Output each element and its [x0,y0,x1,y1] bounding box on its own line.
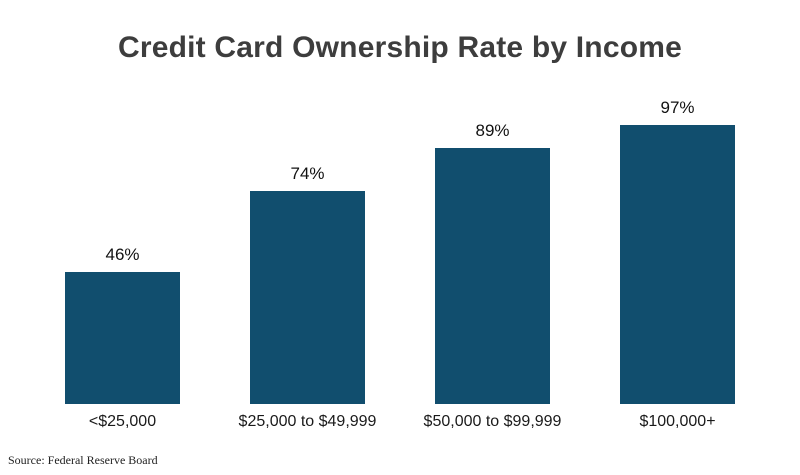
bar [65,271,180,404]
bar-value-label: 97% [660,97,695,117]
bar-value-label: 46% [105,244,140,264]
category-axis: <$25,000 $25,000 to $49,999 $50,000 to $99… [0,413,800,431]
bar-group: 46% [30,245,215,404]
bar-group: 89% [400,121,585,404]
bar-category-label: $100,000+ [639,413,716,430]
source-note: Source: Federal Reserve Board [8,453,158,467]
bar-category-label: <$25,000 [88,413,157,430]
chart-title: Credit Card Ownership Rate by Income [118,31,682,64]
bar [250,190,365,404]
bar-category-label: $25,000 to $49,999 [238,413,377,430]
bar-value-label: 89% [475,120,510,140]
bar [435,147,550,404]
bar [620,124,735,404]
bar-chart: 46% 74% 89% 97% [0,86,800,404]
bar-category-label: $50,000 to $99,999 [423,413,562,430]
bar-group: 97% [585,98,770,404]
bar-value-label: 74% [290,163,325,183]
bar-group: 74% [215,164,400,404]
